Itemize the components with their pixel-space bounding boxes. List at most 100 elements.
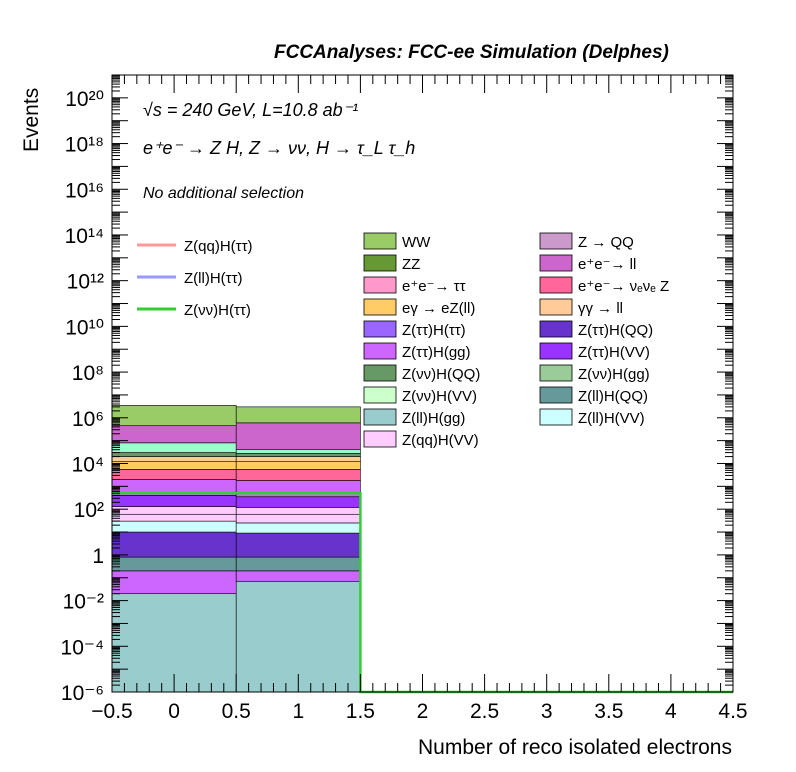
histogram-bar — [235, 456, 361, 462]
x-tick-label: 3 — [541, 700, 553, 723]
histogram-bar — [235, 406, 361, 424]
histogram-bar — [111, 425, 237, 444]
legend-box-label: Z(νν)H(gg) — [578, 366, 650, 383]
histogram-bar — [111, 531, 237, 558]
legend-box-label: Z(ll)H(VV) — [578, 410, 645, 427]
legend-box-swatch — [539, 320, 573, 338]
legend-box-label: Z → QQ — [578, 234, 634, 251]
y-tick-label: 10⁶ — [72, 408, 104, 431]
histogram-bar — [235, 522, 361, 534]
histogram-bar — [111, 469, 237, 480]
histogram-bar — [111, 520, 237, 533]
histogram-bar — [111, 556, 237, 572]
histogram-bar — [235, 449, 361, 454]
y-tick-label: 10⁻⁶ — [61, 682, 104, 705]
x-axis-label: Number of reco isolated electrons — [418, 736, 732, 759]
legend-line-label: Z(qq)H(ττ) — [184, 238, 253, 255]
y-tick-label: 10²⁰ — [65, 88, 104, 111]
legend-box-swatch — [363, 342, 397, 360]
x-tick-label: 2.5 — [470, 700, 499, 723]
histogram-bar — [235, 469, 361, 481]
legend-box-swatch — [539, 254, 573, 272]
y-tick-label: 10¹⁴ — [65, 225, 104, 248]
y-tick-label: 10¹² — [67, 271, 104, 294]
histogram-bar — [111, 570, 237, 595]
legend-box-swatch — [539, 408, 573, 426]
y-tick-label: 10⁻² — [63, 591, 104, 614]
histogram-bar — [235, 507, 361, 515]
y-tick-label: 10¹⁸ — [65, 134, 104, 157]
legend-box-label: Z(ττ)H(ττ) — [402, 322, 466, 339]
legend-box-label: e⁺e⁻→ ll — [578, 256, 636, 273]
legend-box-swatch — [539, 342, 573, 360]
legend-box-label: eγ → eZ(ll) — [402, 300, 475, 317]
histogram-bar — [235, 452, 361, 457]
y-axis-label: Events — [20, 87, 43, 152]
legend-box-label: Z(ll)H(QQ) — [578, 388, 648, 405]
x-tick-label: 1.5 — [346, 700, 375, 723]
legend-box-swatch — [539, 386, 573, 404]
legend-box-swatch — [363, 276, 397, 294]
legend-box-label: e⁺e⁻→ ττ — [402, 278, 466, 295]
histogram-bar — [235, 513, 361, 524]
histogram-bar — [111, 506, 237, 515]
x-tick-label: 4 — [665, 700, 677, 723]
histogram-bar — [111, 456, 237, 462]
y-tick-label: 10⁸ — [72, 362, 104, 385]
histogram-bar — [235, 570, 361, 582]
legend-box-swatch — [363, 386, 397, 404]
histogram-bar — [111, 461, 237, 470]
x-tick-label: 4.5 — [718, 700, 747, 723]
legend-box-swatch — [539, 276, 573, 294]
y-tick-label: 1 — [92, 545, 104, 568]
legend-box-swatch — [363, 364, 397, 382]
selection-label: No additional selection — [143, 185, 304, 202]
x-tick-label: 2 — [417, 700, 429, 723]
legend-box-swatch — [363, 408, 397, 426]
histogram-bar — [235, 496, 361, 508]
legend-box-label: ZZ — [402, 256, 420, 273]
y-tick-label: 10⁻⁴ — [61, 636, 104, 659]
histogram-bar — [111, 513, 237, 522]
legend-line-label: Z(ll)H(ττ) — [184, 270, 243, 287]
process-label: e⁺e⁻ → Z H, Z → νν, H → τ_L τ_h — [143, 138, 416, 158]
legend-box-label: WW — [402, 234, 431, 251]
legend-box-label: Z(νν)H(QQ) — [402, 366, 480, 383]
histogram-bar — [235, 461, 361, 470]
y-tick-label: 10² — [74, 499, 104, 522]
y-tick-label: 10¹⁶ — [65, 179, 104, 202]
legend-box-swatch — [363, 298, 397, 316]
legend-box-swatch — [539, 364, 573, 382]
y-tick-label: 10¹⁰ — [65, 316, 104, 339]
x-tick-label: 3.5 — [594, 700, 623, 723]
y-tick-label: 10⁴ — [72, 453, 104, 476]
legend-box-swatch — [363, 430, 397, 448]
histogram-bar — [235, 556, 361, 572]
histogram-bar — [111, 442, 237, 453]
histogram-bar — [111, 495, 237, 507]
histogram-bar — [235, 532, 361, 558]
x-tick-label: 0 — [168, 700, 180, 723]
x-tick-label: 0.5 — [222, 700, 251, 723]
legend-box-label: e⁺e⁻→ νₑνₑ Z — [578, 278, 669, 295]
legend-box-swatch — [539, 232, 573, 250]
x-tick-label: −0.5 — [91, 700, 132, 723]
legend-box-swatch — [363, 254, 397, 272]
legend-box-label: Z(νν)H(VV) — [402, 388, 477, 405]
x-tick-label: 1 — [292, 700, 304, 723]
chart-header: FCCAnalyses: FCC-ee Simulation (Delphes) — [274, 42, 669, 63]
histogram-bar — [111, 405, 237, 427]
legend-box-label: Z(ττ)H(VV) — [578, 344, 650, 361]
legend-box-label: Z(ll)H(gg) — [402, 410, 465, 427]
legend-box-label: Z(ττ)H(QQ) — [578, 322, 653, 339]
legend-line-label: Z(νν)H(ττ) — [184, 302, 251, 319]
histogram-bar — [235, 422, 361, 451]
legend-box-swatch — [539, 298, 573, 316]
legend-box-label: Z(qq)H(VV) — [402, 432, 479, 449]
energy-lumi-label: √s = 240 GeV, L=10.8 ab⁻¹ — [143, 100, 359, 120]
histogram-bar — [111, 452, 237, 457]
legend-box-swatch — [363, 232, 397, 250]
legend-box-label: Z(ττ)H(gg) — [402, 344, 471, 361]
legend-box-label: γγ → ll — [578, 300, 623, 317]
